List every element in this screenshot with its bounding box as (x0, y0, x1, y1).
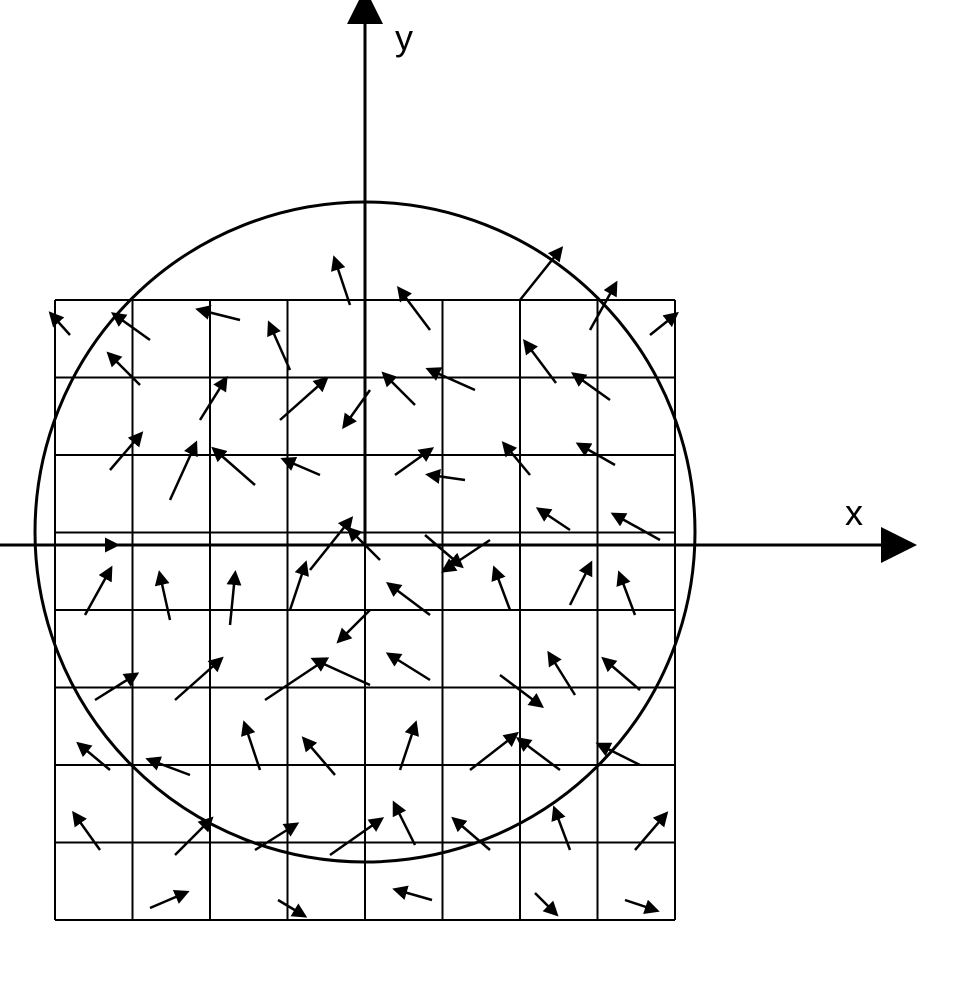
y-axis-label: y (395, 17, 413, 58)
diagram-container: yx (0, 0, 963, 1000)
vector-field-diagram: yx (0, 0, 963, 1000)
x-axis-label: x (845, 492, 863, 533)
